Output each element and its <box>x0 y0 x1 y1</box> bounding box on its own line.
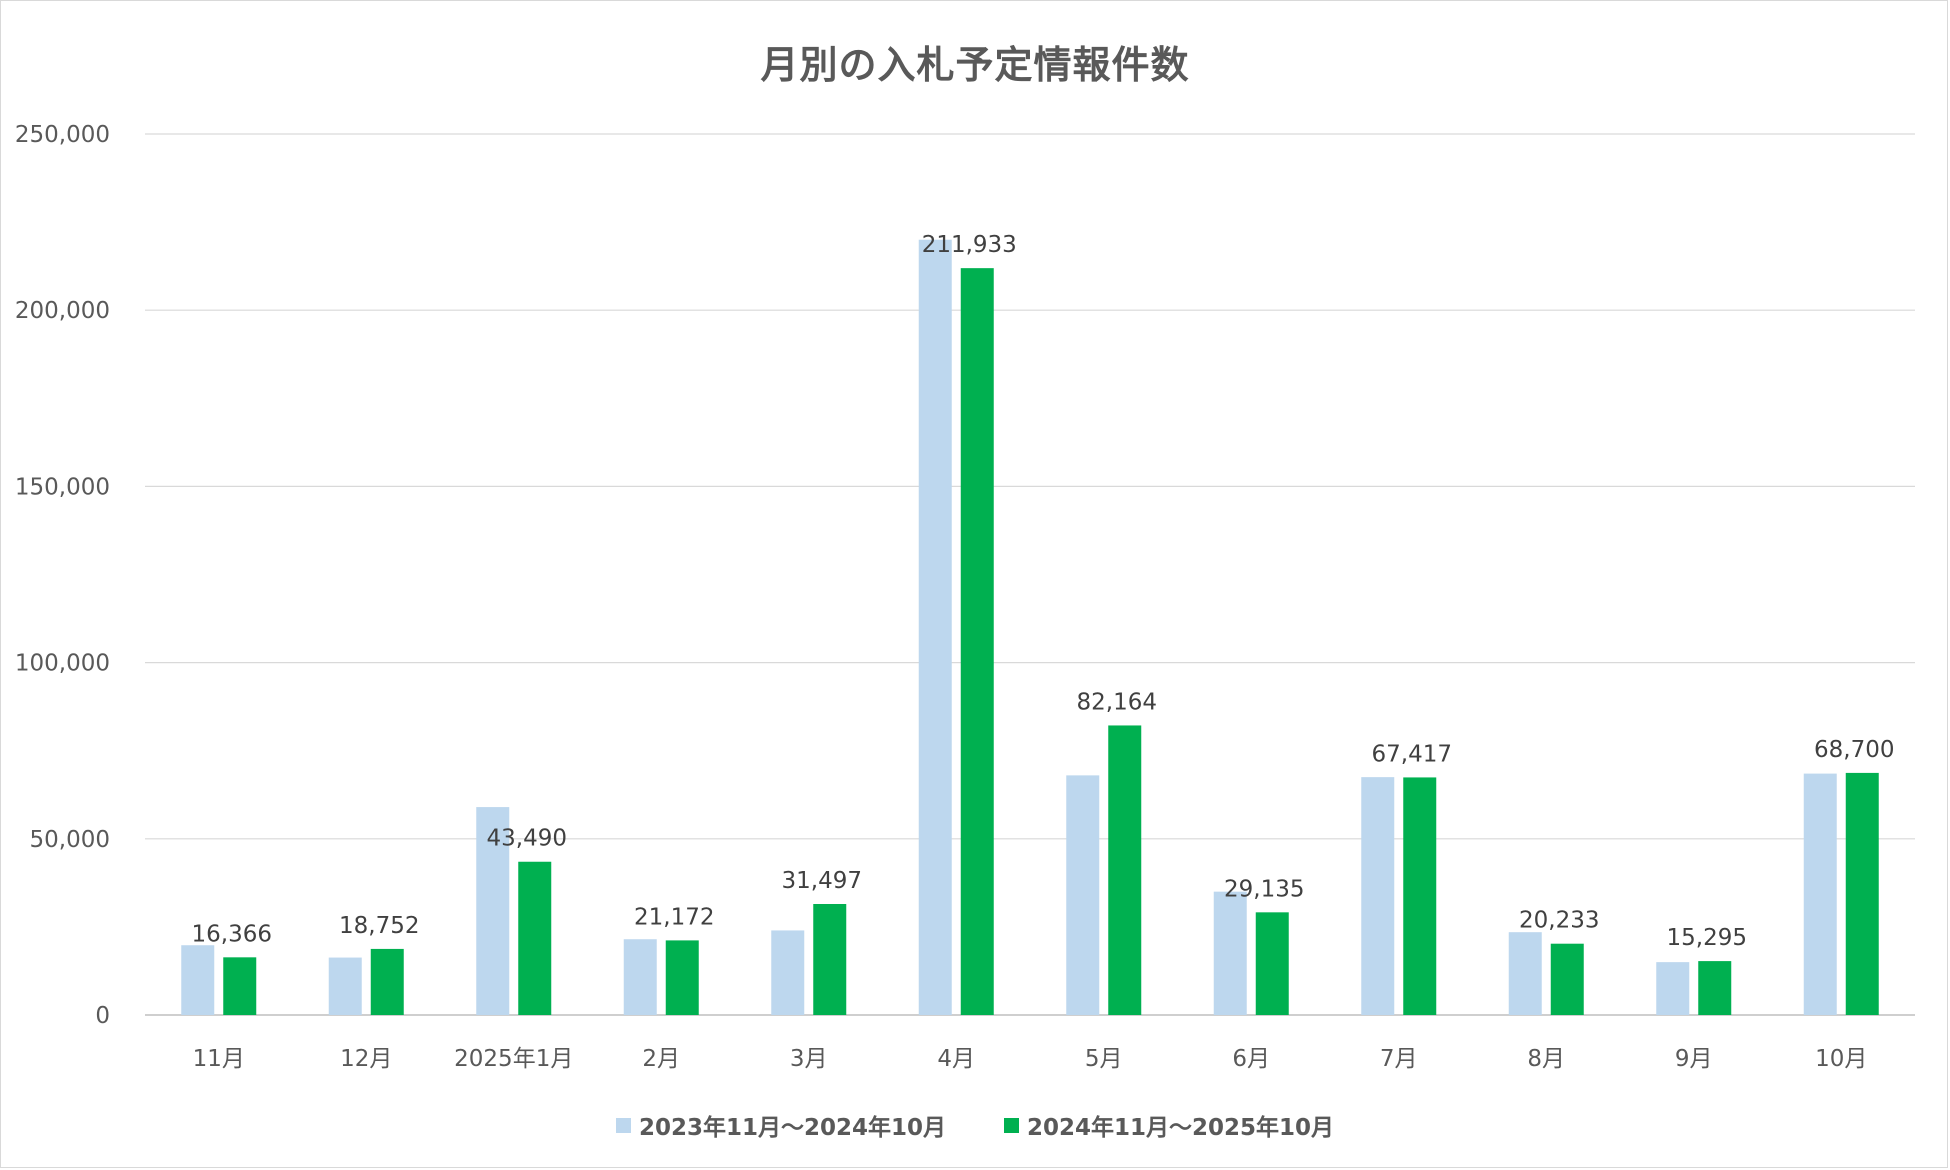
x-tick-label: 3月 <box>790 1046 828 1072</box>
data-label: 18,752 <box>339 913 419 939</box>
bar-series-1 <box>1803 773 1837 1015</box>
bar-series-2 <box>1845 772 1879 1015</box>
y-tick-label: 200,000 <box>15 298 110 324</box>
bar-series-2 <box>1698 961 1732 1015</box>
x-tick-label: 10月 <box>1815 1046 1867 1072</box>
legend-swatch-series-1 <box>615 1117 631 1133</box>
legend: 2023年11月～2024年10月 2024年11月～2025年10月 <box>0 1108 1950 1142</box>
y-tick-label: 50,000 <box>30 827 110 853</box>
x-tick-label: 12月 <box>340 1046 392 1072</box>
legend-item-series-2: 2024年11月～2025年10月 <box>1004 1108 1334 1142</box>
bar-series-2 <box>960 268 994 1016</box>
bar-series-1 <box>1066 775 1100 1015</box>
x-tick-label: 4月 <box>937 1046 975 1072</box>
legend-label-series-1: 2023年11月～2024年10月 <box>638 1115 946 1141</box>
bar-series-1 <box>1213 891 1247 1015</box>
x-tick-label: 2月 <box>642 1046 680 1072</box>
bar-series-2 <box>370 948 404 1015</box>
data-label: 21,172 <box>634 904 714 930</box>
data-label: 20,233 <box>1519 908 1599 934</box>
y-tick-label: 0 <box>95 1003 110 1029</box>
data-label: 211,933 <box>922 232 1017 258</box>
data-label: 29,135 <box>1224 876 1304 902</box>
data-label: 67,417 <box>1372 741 1452 767</box>
bar-series-2 <box>1403 777 1437 1015</box>
bar-series-1 <box>623 939 657 1015</box>
bar-series-1 <box>1361 777 1395 1015</box>
bar-series-2 <box>1255 912 1289 1015</box>
bar-series-1 <box>918 239 952 1016</box>
bar-series-1 <box>1656 962 1690 1015</box>
x-tick-label: 9月 <box>1675 1046 1713 1072</box>
data-label: 82,164 <box>1077 689 1157 715</box>
bar-series-1 <box>181 945 215 1015</box>
data-label: 15,295 <box>1667 925 1747 951</box>
bar-series-2 <box>223 957 257 1015</box>
x-tick-label: 7月 <box>1380 1046 1418 1072</box>
chart-title: 月別の入札予定情報件数 <box>760 43 1190 87</box>
bar-series-2 <box>518 861 552 1015</box>
bar-series-2 <box>665 940 699 1015</box>
bar-series-1 <box>476 807 510 1015</box>
data-label: 31,497 <box>782 868 862 894</box>
y-tick-label: 250,000 <box>15 122 110 148</box>
y-tick-label: 150,000 <box>15 474 110 500</box>
x-tick-label: 6月 <box>1232 1046 1270 1072</box>
data-label: 16,366 <box>192 921 272 947</box>
legend-swatch-series-2 <box>1004 1117 1019 1133</box>
data-label: 43,490 <box>487 826 567 852</box>
bar-chart: 0 50,000 100,000 150,000 200,000 250,000 16,36… <box>15 122 1915 1072</box>
bar-series-2 <box>1108 725 1142 1015</box>
data-label: 68,700 <box>1814 737 1894 763</box>
bar-series-1 <box>328 957 362 1015</box>
legend-item-series-1: 2023年11月～2024年10月 <box>615 1108 946 1142</box>
bar-series-2 <box>813 904 847 1015</box>
bar-series-2 <box>1550 943 1584 1015</box>
x-tick-label: 11月 <box>193 1046 245 1072</box>
y-tick-label: 100,000 <box>15 651 110 677</box>
bar-series-1 <box>1508 932 1542 1015</box>
bar-series-1 <box>771 930 805 1015</box>
legend-label-series-2: 2024年11月～2025年10月 <box>1027 1115 1335 1141</box>
x-tick-label: 8月 <box>1527 1046 1565 1072</box>
x-tick-label: 5月 <box>1085 1046 1123 1072</box>
x-tick-label: 2025年1月 <box>454 1046 573 1072</box>
